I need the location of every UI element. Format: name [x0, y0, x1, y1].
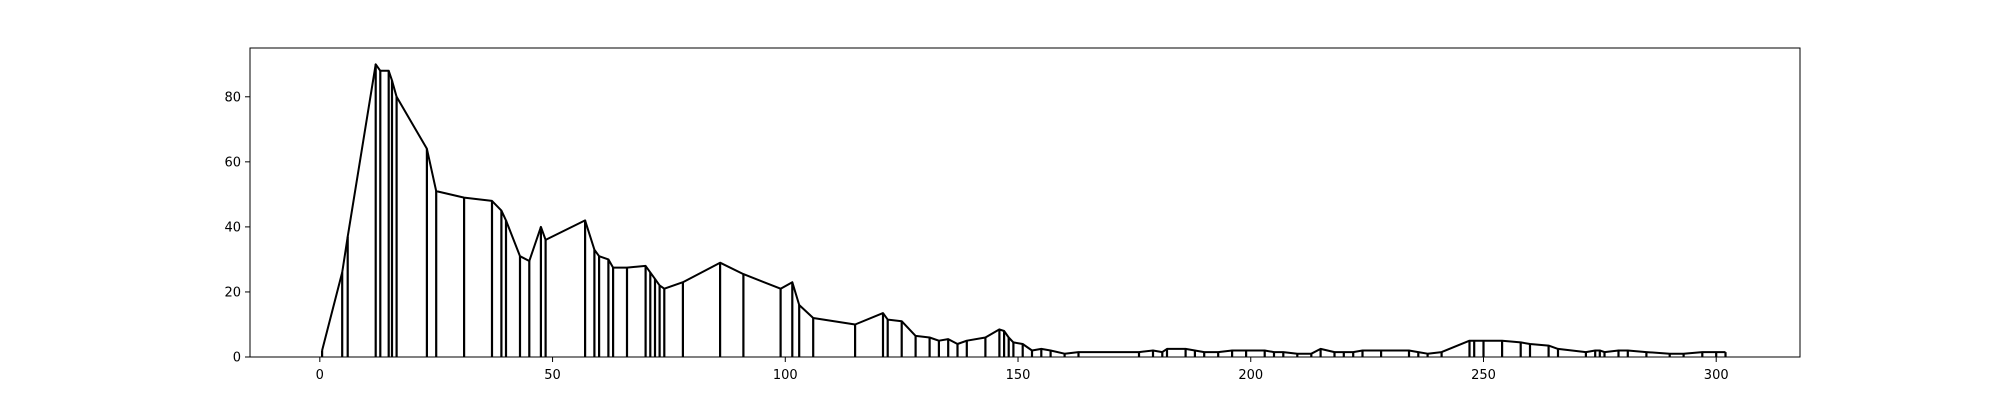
- y-tick-label: 20: [224, 285, 241, 300]
- y-tick-label: 80: [224, 90, 241, 105]
- x-tick-label: 200: [1238, 368, 1263, 383]
- x-tick-label: 100: [773, 368, 798, 383]
- plot-frame: [249, 47, 1801, 358]
- stem-group: [321, 64, 1727, 357]
- y-tick-label: 60: [224, 155, 241, 170]
- envelope-line: [321, 63, 1726, 355]
- x-tick-label: 0: [316, 368, 324, 383]
- x-tick-label: 150: [1006, 368, 1031, 383]
- x-axis-ticks: 0 50 100 150 200 250 300: [316, 357, 1729, 383]
- x-tick-label: 250: [1471, 368, 1496, 383]
- y-tick-label: 0: [233, 351, 241, 366]
- x-tick-label: 50: [544, 368, 561, 383]
- y-axis-ticks: 0 20 40 60 80: [224, 90, 250, 366]
- y-tick-label: 40: [224, 220, 241, 235]
- x-tick-label: 300: [1704, 368, 1729, 383]
